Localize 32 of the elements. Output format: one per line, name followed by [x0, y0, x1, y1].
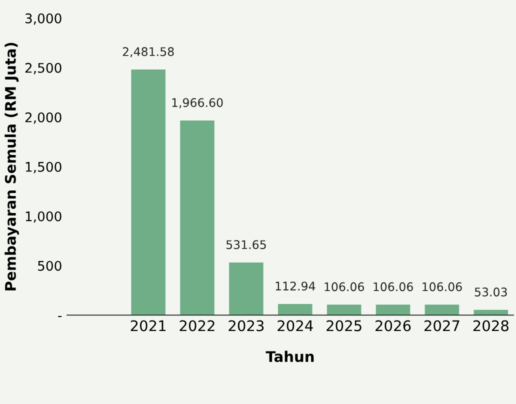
data-label: 106.06 — [324, 282, 364, 292]
x-tick-label: 2027 — [424, 320, 460, 332]
data-label: 106.06 — [422, 282, 462, 292]
x-tick-label: 2022 — [180, 320, 214, 332]
x-tick-label: 2025 — [326, 320, 362, 332]
x-tick-label: 2023 — [228, 320, 264, 332]
y-tick-label: - — [58, 316, 62, 318]
x-tick-label: 2026 — [376, 320, 411, 332]
y-tick-label: 1,500 — [26, 162, 62, 174]
y-tick-label: 2,000 — [25, 112, 62, 124]
bar — [376, 304, 410, 316]
y-tick-label: 1,000 — [26, 211, 62, 223]
data-label: 531.65 — [226, 240, 266, 250]
y-axis-title: Pembayaran Semula (RM Juta) — [4, 42, 19, 290]
x-tick-label: 2024 — [278, 320, 313, 332]
bar — [424, 304, 460, 316]
x-tick-label: 2021 — [130, 320, 166, 332]
y-tick-label: 3,000 — [25, 13, 62, 25]
data-label: 53.03 — [474, 288, 507, 296]
y-tick-label: 2,500 — [25, 62, 62, 74]
data-label: 1,966.60 — [172, 98, 223, 108]
bar — [326, 304, 362, 316]
bar — [278, 304, 312, 316]
bar — [229, 262, 264, 316]
bar — [131, 69, 166, 316]
data-label: 112.94 — [276, 282, 316, 291]
x-axis-title: Tahun — [266, 350, 314, 362]
x-tick-label: 2028 — [473, 320, 508, 332]
bar — [180, 120, 214, 316]
data-label: 2,481.58 — [122, 47, 174, 58]
data-label: 106.06 — [374, 282, 413, 292]
y-tick-label: 500 — [38, 260, 62, 271]
